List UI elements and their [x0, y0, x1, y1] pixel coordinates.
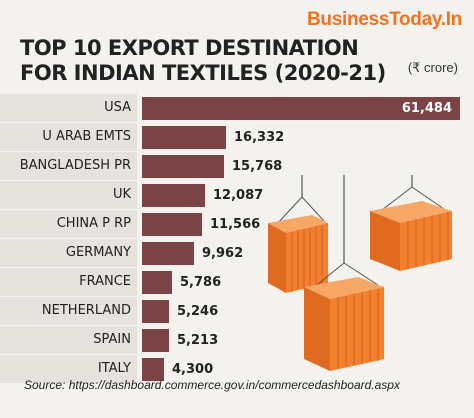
bar-chart: USA 61,484 U ARAB EMTS 16,332 BANGLADESH PR 1… — [0, 94, 474, 384]
bar-row: GERMANY 9,962 — [0, 239, 474, 268]
category-label: USA — [0, 94, 137, 123]
value-label: 5,246 — [177, 304, 219, 319]
bar-row: FRANCE 5,786 — [0, 268, 474, 297]
container-right — [370, 175, 452, 271]
category-label: BANGLADESH PR — [0, 152, 137, 181]
bar — [142, 184, 205, 207]
bar-row: U ARAB EMTS 16,332 — [0, 123, 474, 152]
category-label: NETHERLAND — [0, 297, 137, 326]
bar — [142, 358, 164, 381]
bar — [142, 213, 202, 236]
category-label: CHINA P RP — [0, 210, 137, 239]
bar-row: CHINA P RP 11,566 — [0, 210, 474, 239]
chart-title-line-2: FOR INDIAN TEXTILES (2020-21) — [20, 61, 386, 85]
category-label: UK — [0, 181, 137, 210]
value-label: 15,768 — [232, 159, 283, 174]
container-center — [304, 175, 384, 371]
bar-row: ITALY 4,300 — [0, 355, 474, 384]
value-label: 5,786 — [180, 275, 222, 290]
category-label: ITALY — [0, 355, 137, 384]
bar-row: BANGLADESH PR 15,768 — [0, 152, 474, 181]
shipping-containers-illustration — [268, 175, 452, 371]
category-label: U ARAB EMTS — [0, 123, 137, 152]
chart-title: TOP 10 EXPORT DESTINATION FOR INDIAN TEX… — [20, 36, 386, 86]
bar-row: USA 61,484 — [0, 94, 474, 123]
bar — [142, 300, 169, 323]
value-label: 4,300 — [172, 362, 214, 377]
bar-row: NETHERLAND 5,246 — [0, 297, 474, 326]
bar — [142, 242, 194, 265]
bar-row: UK 12,087 — [0, 181, 474, 210]
container-left — [268, 175, 328, 293]
chart-title-line-1: TOP 10 EXPORT DESTINATION — [20, 36, 359, 60]
bar — [142, 155, 224, 178]
source-note: Source: https://dashboard.commerce.gov.i… — [24, 378, 400, 392]
bar — [142, 126, 226, 149]
unit-label: (₹ crore) — [407, 60, 458, 75]
brand-logo: BusinessToday.In — [307, 9, 462, 30]
category-label: FRANCE — [0, 268, 137, 297]
category-label: SPAIN — [0, 326, 137, 355]
value-label: 11,566 — [210, 217, 261, 232]
value-label: 12,087 — [213, 188, 264, 203]
value-label: 61,484 — [401, 101, 452, 116]
category-label: GERMANY — [0, 239, 137, 268]
bar-row: SPAIN 5,213 — [0, 326, 474, 355]
value-label: 5,213 — [177, 333, 219, 348]
value-label: 9,962 — [202, 246, 244, 261]
value-label: 16,332 — [234, 130, 285, 145]
bar — [142, 97, 460, 120]
bar — [142, 271, 172, 294]
bar — [142, 329, 169, 352]
